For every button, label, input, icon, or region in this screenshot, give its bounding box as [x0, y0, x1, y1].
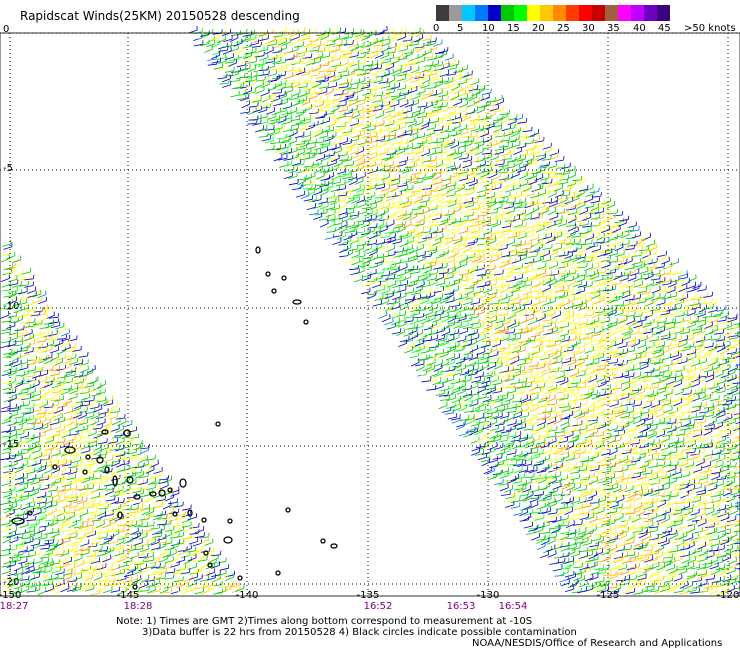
island-outline	[172, 511, 178, 517]
island-outline	[85, 454, 91, 460]
island-outline	[227, 518, 233, 524]
island-outline	[271, 288, 277, 294]
legend-swatch	[592, 5, 605, 21]
legend-label: 30	[582, 23, 595, 34]
legend-label: 5	[457, 23, 464, 34]
time-label: 18:27	[0, 601, 28, 612]
lon-label: -150	[0, 590, 21, 601]
lon-label: -145	[117, 590, 140, 601]
island-outline	[320, 538, 326, 544]
axis-labels: 0 -5 -10 -15 -20 -150 -145 -140 -135 -130 -125 -120…	[0, 24, 739, 612]
map-grid	[0, 32, 740, 596]
island-outline	[27, 510, 33, 516]
island-outline	[303, 319, 309, 325]
note-line-1: Note: 1) Times are GMT 2)Times along bot…	[116, 616, 533, 627]
legend-swatch	[540, 5, 553, 21]
map-frame	[0, 32, 740, 597]
island-outline	[52, 464, 58, 470]
legend-swatch	[449, 5, 462, 21]
island-outline	[117, 511, 123, 519]
island-outline	[265, 271, 271, 277]
legend-swatch	[501, 5, 514, 21]
legend-swatch	[436, 5, 449, 21]
island-outline	[123, 429, 131, 437]
island-outline	[149, 491, 157, 497]
note-line-2: 3)Data buffer is 22 hrs from 20150528 4)…	[142, 627, 577, 638]
island-outline	[104, 466, 110, 474]
lon-label: -120	[717, 590, 740, 601]
lat-label: -10	[3, 301, 19, 312]
legend-label: 40	[633, 23, 646, 34]
legend-label: 20	[532, 23, 545, 34]
legend-swatch	[579, 5, 592, 21]
island-outline	[179, 478, 187, 488]
island-outline	[330, 543, 338, 549]
time-label: 18:28	[124, 601, 153, 612]
island-outline	[255, 246, 261, 254]
lat-label: -20	[3, 577, 19, 588]
island-outline	[167, 487, 173, 493]
legend-swatch	[566, 5, 579, 21]
lon-label: -135	[357, 590, 380, 601]
legend-swatch	[605, 5, 618, 21]
wind-barb-swaths	[0, 25, 740, 596]
lat-label: -5	[3, 163, 13, 174]
legend-swatch	[475, 5, 488, 21]
legend-label: 45	[658, 23, 671, 34]
lon-label: -130	[477, 590, 500, 601]
island-outline	[281, 275, 287, 281]
legend-label: 35	[607, 23, 620, 34]
legend-swatch	[462, 5, 475, 21]
lon-label: -140	[236, 590, 259, 601]
island-outline	[112, 475, 118, 487]
island-outline	[64, 446, 76, 454]
lat-label: 0	[3, 24, 9, 35]
legend-swatch	[527, 5, 540, 21]
time-label: 16:54	[499, 601, 528, 612]
legend-label: 0	[433, 23, 440, 34]
time-label: 16:53	[447, 601, 476, 612]
legend-swatch	[553, 5, 566, 21]
legend-label: 10	[482, 23, 495, 34]
chart-title: Rapidscat Winds(25KM) 20150528 descendin…	[20, 9, 300, 23]
island-outline	[285, 507, 291, 513]
legend-label: >50 knots	[684, 23, 736, 34]
legend-label: 25	[557, 23, 570, 34]
island-outlines	[11, 246, 338, 590]
island-outline	[158, 489, 166, 497]
time-label: 16:52	[364, 601, 393, 612]
island-outline	[207, 562, 213, 568]
legend-swatch	[644, 5, 657, 21]
wind-speed-legend: 0 5 10 15 20 25 30 35 40 45 >50 knots	[433, 4, 740, 34]
island-outline	[101, 429, 109, 435]
credit-line: NOAA/NESDIS/Office of Research and Appli…	[472, 638, 723, 649]
island-outline	[292, 299, 302, 305]
island-outline	[201, 517, 207, 523]
lon-label: -125	[597, 590, 620, 601]
island-outline	[203, 550, 209, 556]
legend-swatch	[514, 5, 527, 21]
island-outline	[133, 494, 141, 500]
legend-swatch	[618, 5, 631, 21]
island-outline	[96, 456, 104, 464]
legend-swatch	[631, 5, 644, 21]
island-outline	[187, 509, 193, 517]
island-outline	[82, 469, 88, 475]
island-outline	[223, 536, 233, 544]
island-outline	[275, 570, 281, 576]
island-outline	[132, 584, 138, 590]
legend-color-bar	[436, 5, 670, 21]
lat-label: -15	[3, 439, 19, 450]
island-outline	[11, 517, 25, 525]
island-outline	[215, 421, 221, 427]
legend-label: 15	[507, 23, 520, 34]
island-outline	[126, 476, 134, 484]
legend-swatch	[488, 5, 501, 21]
island-outline	[237, 575, 243, 581]
legend-swatch	[657, 5, 670, 21]
